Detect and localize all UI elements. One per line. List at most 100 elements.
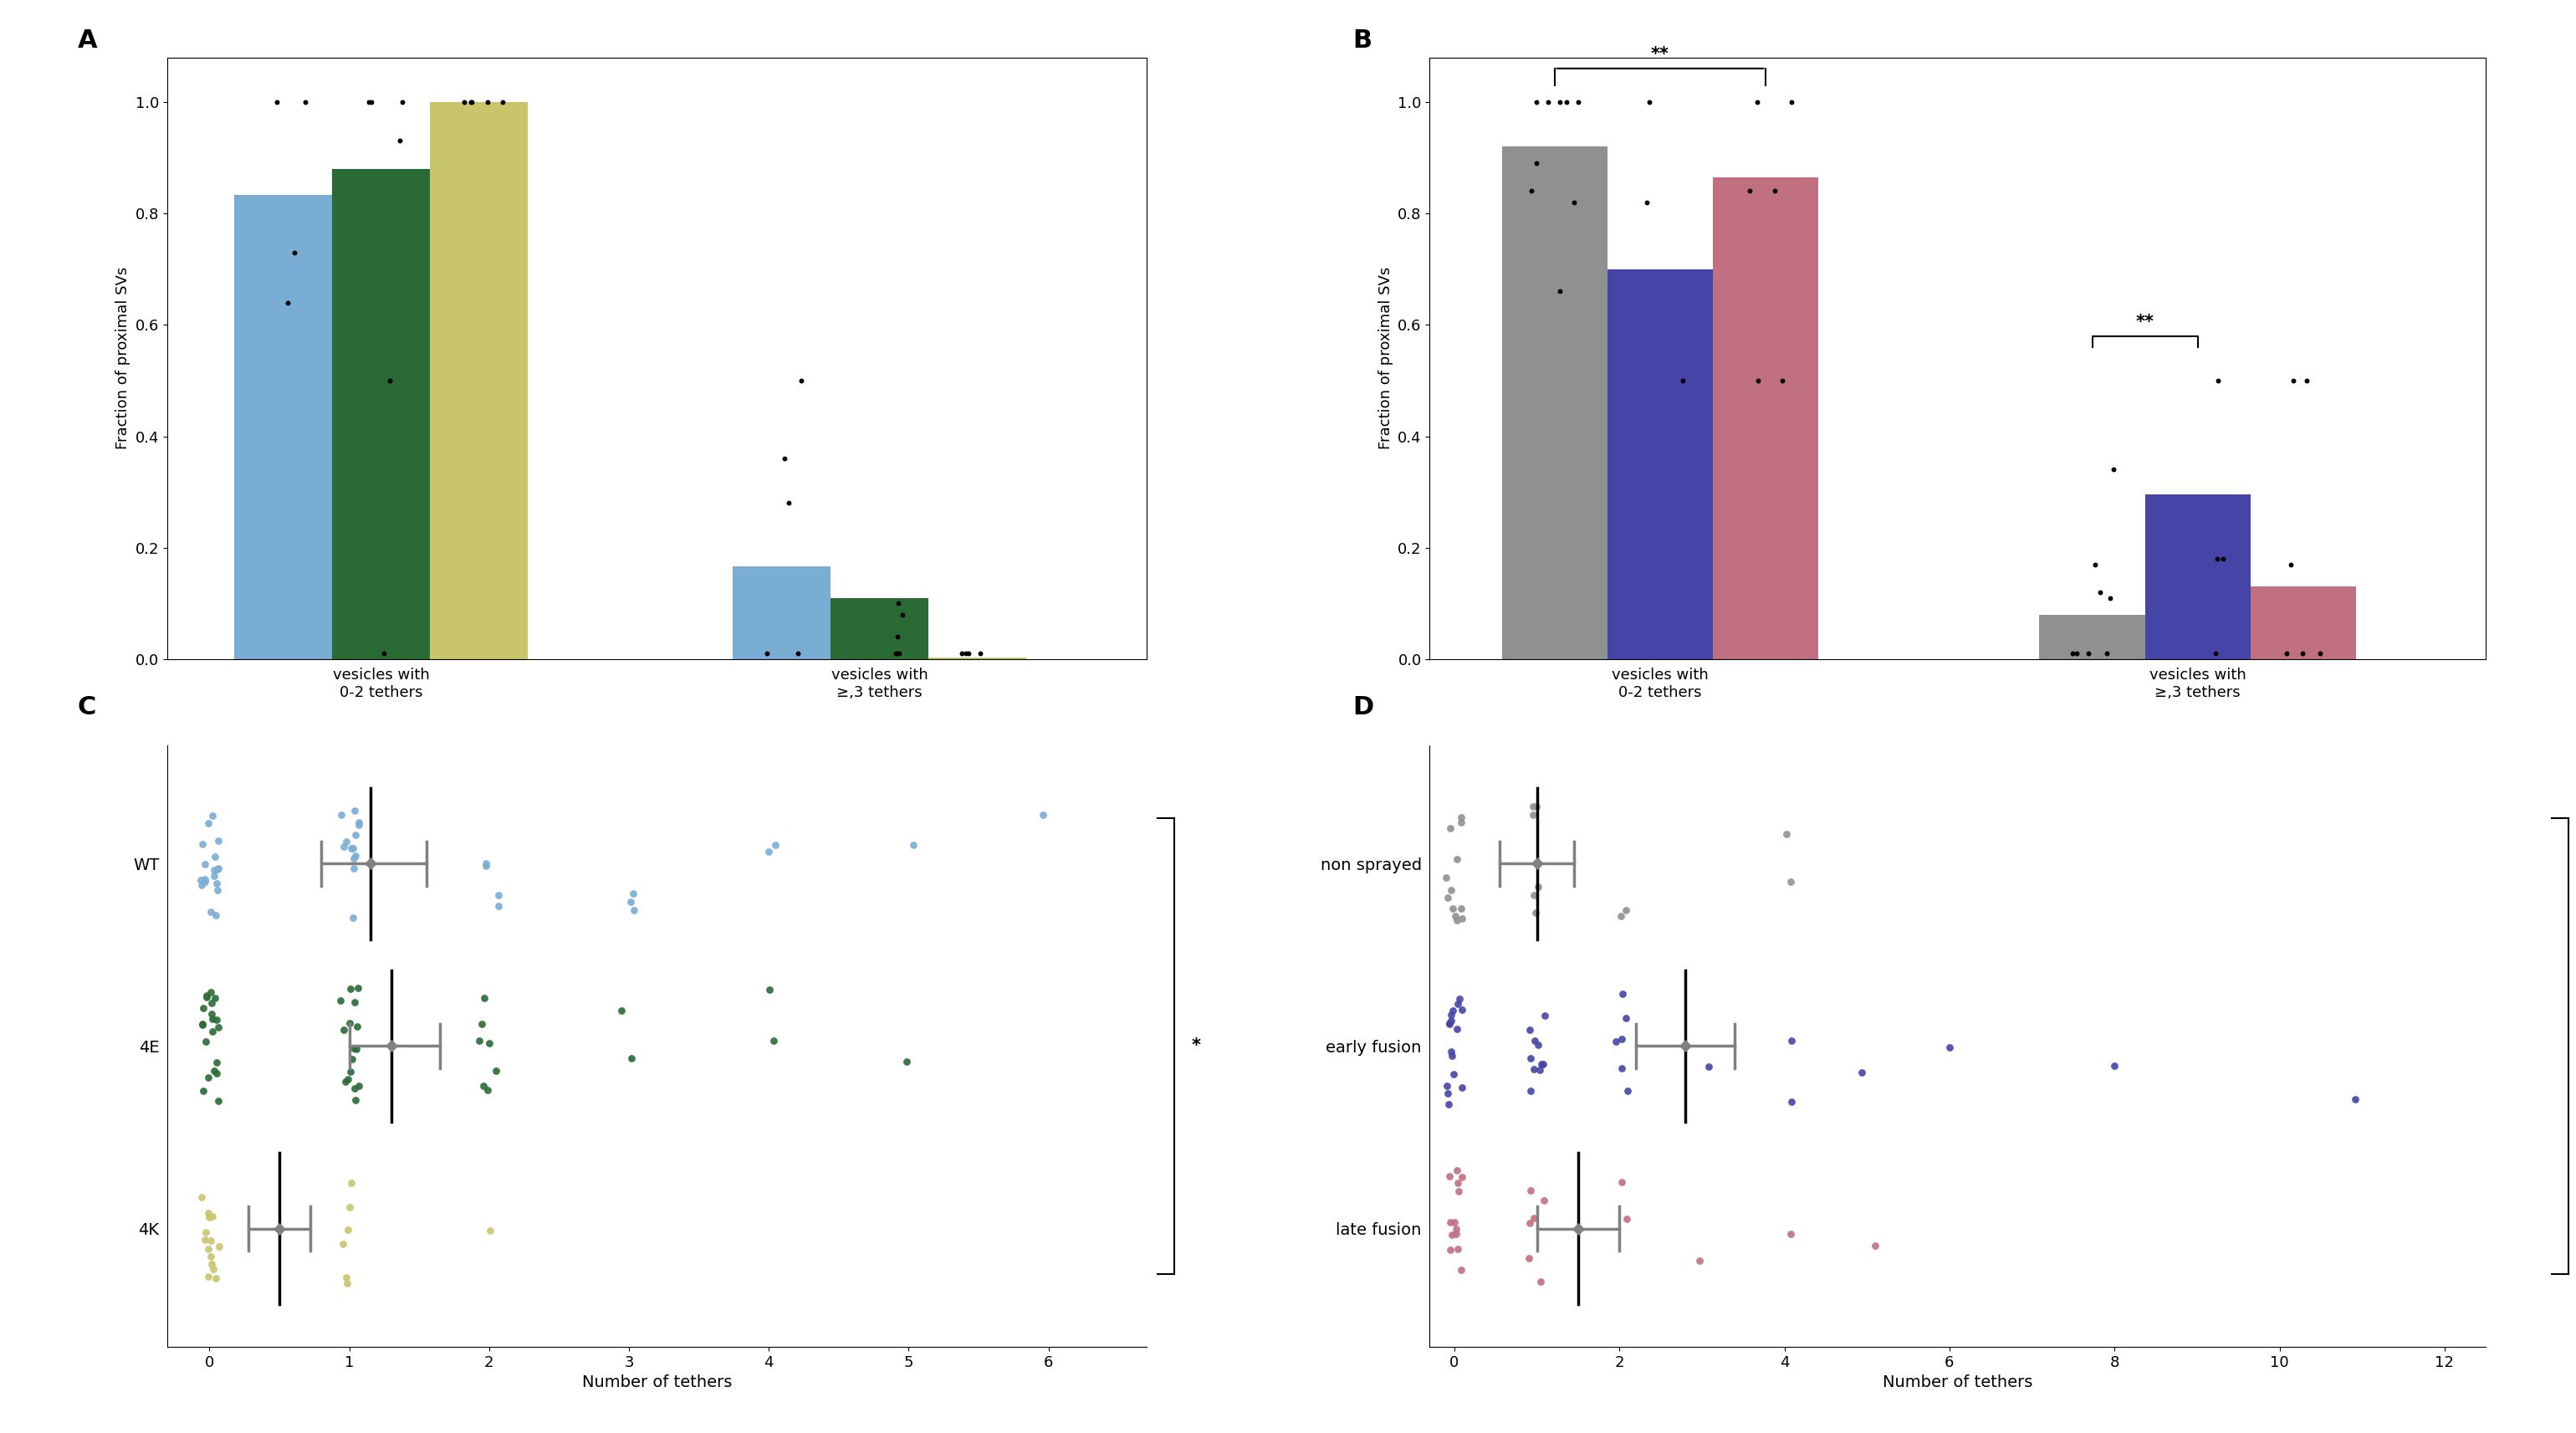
Point — [747, 642, 788, 665]
Point — [2079, 580, 2120, 603]
Point — [1762, 370, 1803, 393]
Point — [1437, 1179, 1479, 1202]
Point — [1515, 1029, 1556, 1052]
Point — [1522, 1052, 1564, 1075]
Point — [1440, 987, 1481, 1010]
Point — [1432, 999, 1473, 1022]
Point — [188, 1066, 229, 1089]
Point — [1517, 795, 1558, 818]
Point — [1602, 1056, 1643, 1079]
Point — [878, 592, 920, 615]
Point — [330, 1060, 371, 1083]
Point — [1528, 90, 1569, 113]
Point — [185, 853, 227, 876]
Point — [330, 837, 371, 860]
Point — [1558, 90, 1600, 113]
Point — [443, 90, 484, 113]
Point — [1770, 1222, 1811, 1245]
Point — [368, 370, 410, 393]
Point — [1443, 907, 1484, 930]
Point — [330, 1197, 371, 1219]
Point — [191, 901, 232, 924]
Point — [459, 1029, 500, 1052]
Point — [1432, 1045, 1473, 1068]
Point — [273, 241, 314, 264]
Point — [1440, 811, 1481, 834]
Point — [878, 642, 920, 665]
Point — [2089, 586, 2130, 609]
Point — [876, 642, 917, 665]
Point — [337, 811, 379, 834]
Point — [469, 1218, 510, 1241]
Point — [1432, 897, 1473, 920]
Point — [479, 884, 520, 907]
Point — [268, 291, 309, 314]
Point — [325, 1070, 366, 1093]
Point — [1842, 1062, 1883, 1085]
Point — [196, 1062, 237, 1085]
Point — [1440, 805, 1481, 828]
Point — [196, 1050, 237, 1073]
Point — [451, 90, 492, 113]
Point — [1605, 1007, 1646, 1030]
Point — [611, 890, 652, 913]
Bar — [430, 102, 528, 659]
Point — [1517, 876, 1558, 898]
Point — [2197, 370, 2239, 393]
Point — [1427, 866, 1468, 888]
Text: C: C — [77, 695, 95, 719]
Bar — [2146, 494, 2251, 659]
Point — [1929, 1036, 1971, 1059]
Text: B: B — [1352, 29, 1373, 53]
Point — [1437, 1172, 1479, 1195]
Point — [948, 642, 989, 665]
Point — [1440, 1258, 1481, 1281]
Point — [1435, 1222, 1476, 1245]
Point — [335, 823, 376, 845]
Point — [2269, 553, 2311, 576]
Point — [876, 625, 917, 648]
Point — [196, 1267, 237, 1290]
Point — [180, 868, 222, 891]
Point — [600, 999, 641, 1022]
Point — [335, 800, 376, 823]
Point — [1515, 901, 1556, 924]
Point — [348, 90, 389, 113]
Bar — [1607, 269, 1713, 659]
Point — [1512, 802, 1553, 825]
Point — [198, 1089, 240, 1112]
Point — [335, 844, 376, 867]
Point — [332, 857, 374, 880]
Point — [466, 851, 507, 874]
Bar — [1713, 178, 1819, 659]
Point — [188, 1265, 229, 1288]
Point — [196, 858, 237, 881]
Point — [1600, 904, 1641, 927]
Point — [1520, 1271, 1561, 1294]
Point — [469, 1032, 510, 1055]
Point — [1770, 870, 1811, 893]
Point — [188, 1201, 229, 1224]
Point — [474, 1059, 515, 1082]
Point — [193, 864, 234, 887]
Point — [198, 857, 240, 880]
Point — [350, 853, 392, 876]
Point — [332, 1036, 374, 1059]
Point — [363, 642, 404, 665]
Point — [1520, 1058, 1561, 1080]
Bar — [234, 195, 332, 659]
Point — [1628, 90, 1669, 113]
Point — [193, 858, 234, 881]
Point — [337, 977, 379, 1000]
Point — [1687, 1055, 1728, 1078]
Point — [185, 1030, 227, 1053]
Point — [191, 1205, 232, 1228]
Point — [322, 1017, 363, 1040]
Point — [1515, 90, 1556, 113]
Point — [2267, 642, 2308, 665]
Text: D: D — [1352, 695, 1373, 719]
Point — [1437, 1237, 1479, 1260]
Point — [1437, 992, 1479, 1015]
Point — [193, 1257, 234, 1280]
Point — [191, 980, 232, 1003]
